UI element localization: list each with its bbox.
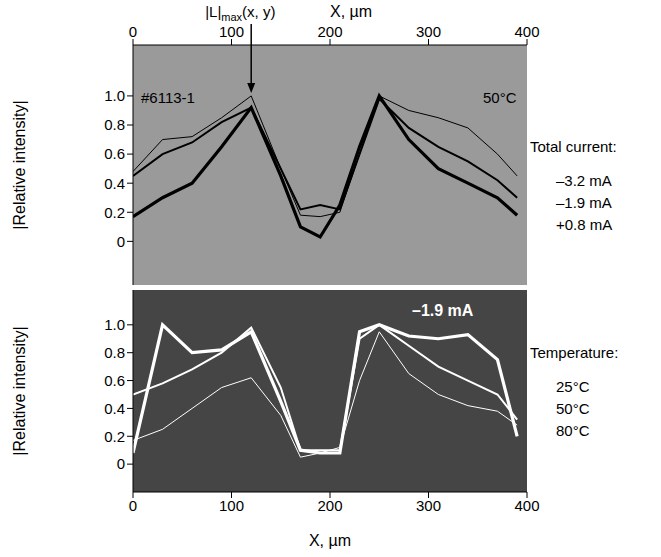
svg-text:0.8: 0.8 <box>104 116 125 133</box>
html-text:|Relative intensity|: |Relative intensity| <box>11 326 28 456</box>
html-text:–1.9 mA: –1.9 mA <box>556 194 612 211</box>
svg-text:0.2: 0.2 <box>104 428 125 445</box>
svg-text:100: 100 <box>219 497 244 514</box>
html-text:–3.2 mA: –3.2 mA <box>556 172 612 189</box>
svg-text:X, µm: X, µm <box>309 532 351 549</box>
html-text:|L|max(x, y): |L|max(x, y) <box>205 3 276 23</box>
html-text:25°C: 25°C <box>556 378 590 395</box>
svg-text:0.8: 0.8 <box>104 344 125 361</box>
svg-text:0.2: 0.2 <box>104 204 125 221</box>
svg-text:400: 400 <box>514 23 539 40</box>
html-text:X, µm: X, µm <box>330 3 373 20</box>
svg-text:1.0: 1.0 <box>104 87 125 104</box>
svg-text:0: 0 <box>117 455 125 472</box>
svg-text:0: 0 <box>117 233 125 250</box>
svg-text:0: 0 <box>129 497 137 514</box>
html-text:+0.8 mA: +0.8 mA <box>556 216 613 233</box>
html-text:Temperature:: Temperature: <box>530 344 619 361</box>
html-text:50°C: 50°C <box>483 89 517 106</box>
svg-text:0.6: 0.6 <box>104 372 125 389</box>
html-text:50°C: 50°C <box>556 400 590 417</box>
svg-text:0: 0 <box>129 23 137 40</box>
html-text:80°C: 80°C <box>556 422 590 439</box>
svg-text:0.4: 0.4 <box>104 400 125 417</box>
svg-text:200: 200 <box>317 497 342 514</box>
svg-text:200: 200 <box>317 23 342 40</box>
html-text:#6113-1: #6113-1 <box>141 89 195 106</box>
html-text:|Relative intensity|: |Relative intensity| <box>11 100 28 230</box>
html-text:–1.9 mA: –1.9 mA <box>412 302 474 319</box>
html-text:Total current:: Total current: <box>530 138 617 155</box>
svg-text:0.4: 0.4 <box>104 175 125 192</box>
svg-text:300: 300 <box>416 497 441 514</box>
svg-text:300: 300 <box>416 23 441 40</box>
svg-text:0.6: 0.6 <box>104 145 125 162</box>
svg-text:100: 100 <box>219 23 244 40</box>
svg-text:1.0: 1.0 <box>104 316 125 333</box>
svg-text:400: 400 <box>514 497 539 514</box>
